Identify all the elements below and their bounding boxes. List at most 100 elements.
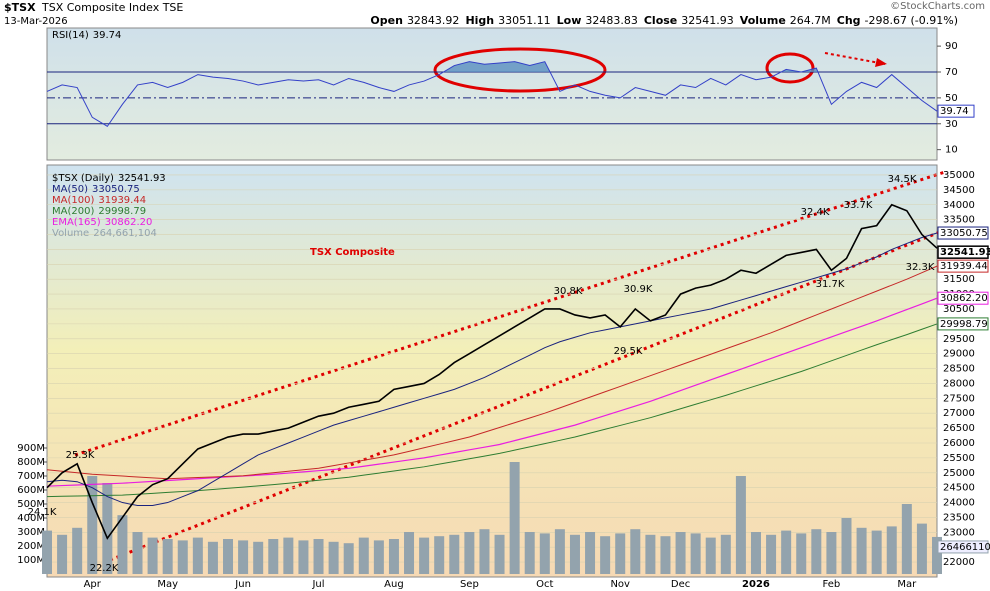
price-line	[46, 232, 938, 507]
arrow-head	[875, 58, 887, 67]
y-tick-label: 25500	[943, 453, 975, 464]
quote: Open 32843.92 High 33051.11 Low 32483.83 Close…	[370, 14, 958, 27]
legend-name: EMA(165)	[52, 217, 101, 228]
symbol: $TSX	[4, 1, 36, 14]
volume-bar	[645, 534, 656, 574]
volume-bar	[856, 527, 867, 574]
volume-bar	[479, 529, 490, 574]
annotation: 34.5K	[888, 174, 917, 185]
volume-bar	[42, 530, 52, 574]
chart-title: TSX Composite	[310, 247, 395, 258]
volume-bar	[811, 529, 822, 574]
annotation: 30.9K	[624, 284, 653, 295]
volume-bar	[57, 534, 68, 574]
y-tick-label: 23500	[943, 512, 975, 523]
price-line	[46, 265, 938, 480]
quote-label: Open	[370, 14, 403, 27]
volume-bar	[660, 536, 671, 574]
quote-label: Volume	[740, 14, 786, 27]
x-tick-label: May	[157, 579, 178, 590]
volume-bar	[87, 476, 98, 574]
quote-value: 32483.83	[585, 14, 638, 27]
quote-label: Close	[644, 14, 677, 27]
volume-bar	[358, 537, 369, 574]
legend-value: 32541.93	[118, 173, 166, 184]
volume-bar	[705, 537, 716, 574]
y-tick-label: 34500	[943, 185, 975, 196]
y-tick-label: 24500	[943, 483, 975, 494]
y-tick-label: 23000	[943, 527, 975, 538]
y-tick-label: 31500	[943, 274, 975, 285]
volume-bar	[585, 532, 596, 574]
legend-value: 30862.20	[105, 217, 153, 228]
last-label: 32541.93	[940, 247, 990, 258]
x-tick-label: Jun	[234, 579, 251, 590]
y-tick-label: 35000	[943, 170, 975, 181]
y-tick-label: 70	[945, 67, 958, 78]
volume-tick-label: 500M	[17, 499, 45, 510]
x-tick-label: Apr	[84, 579, 102, 590]
volume-tick-label: 900M	[17, 443, 45, 454]
price-line	[46, 323, 938, 498]
legend-value: 33050.75	[92, 184, 140, 195]
arrow	[824, 52, 886, 65]
x-tick-label: Feb	[823, 579, 841, 590]
volume-tick-label: 600M	[17, 485, 45, 496]
volume-bar	[253, 541, 264, 574]
quote-value: 33051.11	[498, 14, 551, 27]
legend: MA(50) 33050.75	[52, 184, 140, 195]
last-label: 39.74	[940, 106, 969, 117]
y-tick-label: 90	[945, 41, 958, 52]
legend: Volume 264,661,104	[52, 228, 157, 239]
last-box	[937, 540, 989, 554]
y-tick-label: 34000	[943, 200, 975, 211]
y-tick-label: 22000	[943, 557, 975, 568]
volume-bar	[841, 518, 852, 574]
volume-bar	[494, 534, 505, 574]
x-tick-label: 2026	[742, 579, 770, 590]
volume-bar	[328, 541, 339, 574]
volume-tick-label: 400M	[17, 513, 45, 524]
volume-bar	[283, 537, 294, 574]
legend-value: 264,661,104	[93, 228, 157, 239]
y-tick-label: 30500	[943, 304, 975, 315]
volume-bar	[373, 540, 384, 574]
legend: EMA(165) 30862.20	[52, 217, 152, 228]
volume-bar	[630, 529, 641, 574]
rsi-line	[46, 61, 938, 128]
highlight-ellipse	[765, 52, 815, 84]
annotation: 33.7K	[844, 200, 873, 211]
index-name: TSX Composite Index TSE	[41, 1, 183, 14]
quote-value: 264.7M	[790, 14, 831, 27]
volume-bar	[223, 539, 234, 574]
annotation: 25.3K	[66, 450, 95, 461]
volume-bar	[524, 532, 535, 574]
y-tick-label: 28000	[943, 378, 975, 389]
volume-bar	[932, 536, 942, 574]
volume-bar	[720, 534, 731, 574]
volume-bar	[569, 534, 580, 574]
last-box	[937, 317, 989, 331]
y-tick-label: 10	[945, 145, 958, 156]
legend: $TSX (Daily) 32541.93	[52, 173, 166, 184]
y-tick-label: 24000	[943, 498, 975, 509]
volume-bar	[901, 504, 912, 574]
x-tick-label: Nov	[610, 579, 630, 590]
volume-bar	[796, 533, 807, 574]
date: 13-Mar-2026	[4, 16, 68, 27]
volume-bar	[750, 532, 761, 574]
y-tick-label: 27000	[943, 408, 975, 419]
volume-bar	[735, 476, 746, 574]
legend: RSI(14) 39.74	[52, 30, 121, 41]
volume-bar	[132, 532, 143, 574]
annotation: 30.8K	[554, 286, 583, 297]
volume-bar	[298, 540, 309, 574]
last-label: 26466110	[940, 542, 990, 553]
y-tick-label: 29500	[943, 334, 975, 345]
volume-bar	[871, 530, 882, 574]
price-panel	[46, 164, 938, 578]
volume-bar	[147, 537, 158, 574]
legend-name: $TSX (Daily)	[52, 173, 114, 184]
upper-channel	[74, 170, 946, 457]
